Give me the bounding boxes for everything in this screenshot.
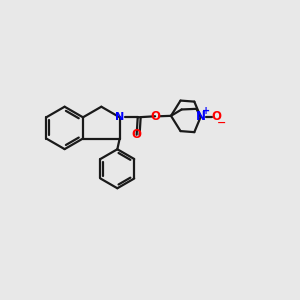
Text: O: O: [132, 128, 142, 141]
Text: O: O: [211, 110, 221, 123]
Text: N: N: [196, 110, 206, 123]
Text: +: +: [202, 106, 210, 116]
Text: −: −: [217, 118, 226, 128]
Text: O: O: [150, 110, 160, 123]
Text: N: N: [115, 112, 124, 122]
